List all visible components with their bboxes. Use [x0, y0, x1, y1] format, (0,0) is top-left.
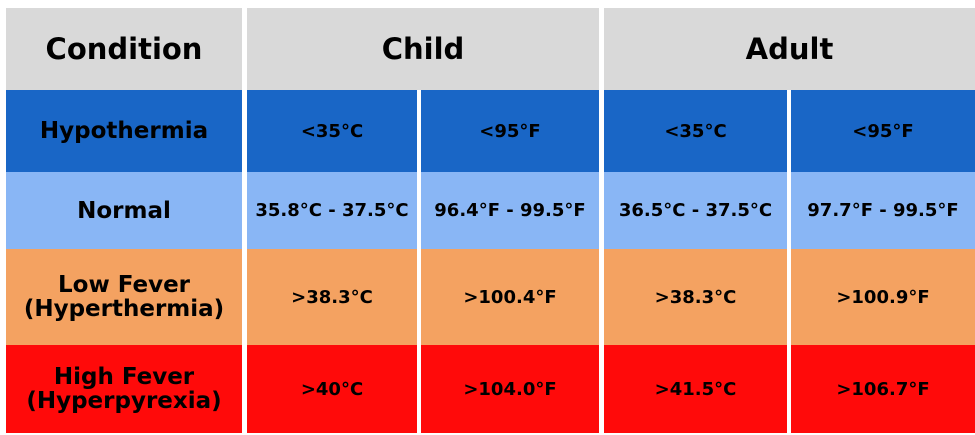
header-adult-label: Adult — [745, 32, 834, 66]
row-low-fever-condition: Low Fever (Hyperthermia) — [6, 249, 242, 345]
row-normal-child-f: 96.4°F - 99.5°F — [421, 172, 599, 249]
header-condition-label: Condition — [45, 32, 203, 66]
row-high-fever-child-c: >40°C — [247, 345, 417, 433]
row-hypothermia-child-f: <95°F — [421, 90, 599, 172]
condition-label-line2: (Hyperthermia) — [23, 296, 225, 322]
condition-label-line1: High Fever — [53, 364, 195, 390]
header-adult: Adult — [604, 8, 975, 90]
header-child: Child — [247, 8, 599, 90]
row-hypothermia-child-c: <35°C — [247, 90, 417, 172]
condition-label: Normal — [77, 197, 171, 224]
row-normal-adult-f: 97.7°F - 99.5°F — [791, 172, 975, 249]
row-low-fever-child-f: >100.4°F — [421, 249, 599, 345]
row-hypothermia-condition: Hypothermia — [6, 90, 242, 172]
row-high-fever-adult-f: >106.7°F — [791, 345, 975, 433]
condition-label: Hypothermia — [39, 118, 209, 144]
row-normal-condition: Normal — [6, 172, 242, 249]
row-normal-child-c: 35.8°C - 37.5°C — [247, 172, 417, 249]
header-child-label: Child — [381, 32, 465, 66]
condition-label-line1: Low Fever — [57, 272, 191, 298]
row-high-fever-condition: High Fever (Hyperpyrexia) — [6, 345, 242, 433]
row-hypothermia-adult-f: <95°F — [791, 90, 975, 172]
row-low-fever-adult-f: >100.9°F — [791, 249, 975, 345]
row-normal-adult-c: 36.5°C - 37.5°C — [604, 172, 787, 249]
condition-label-line2: (Hyperpyrexia) — [26, 388, 222, 414]
row-hypothermia-adult-c: <35°C — [604, 90, 787, 172]
row-high-fever-adult-c: >41.5°C — [604, 345, 787, 433]
row-low-fever-adult-c: >38.3°C — [604, 249, 787, 345]
header-condition: Condition — [6, 8, 242, 90]
row-high-fever-child-f: >104.0°F — [421, 345, 599, 433]
row-low-fever-child-c: >38.3°C — [247, 249, 417, 345]
